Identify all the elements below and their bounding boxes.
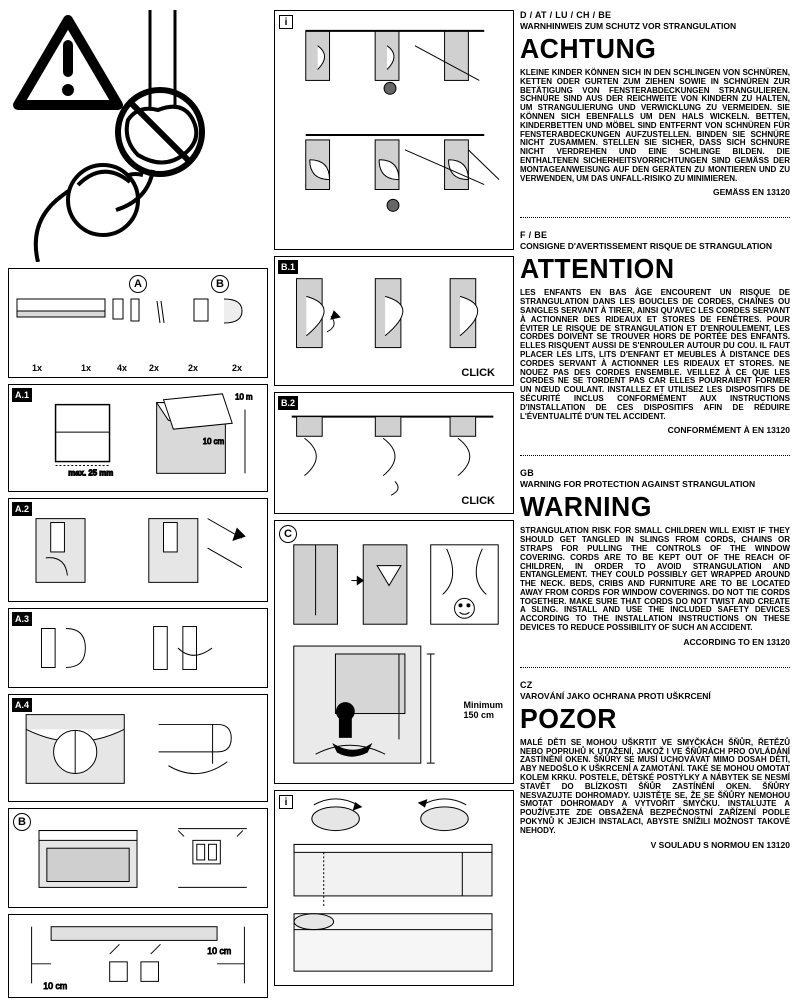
min-150-label: Minimum 150 cm	[464, 701, 504, 721]
divider-1	[520, 217, 790, 218]
gb-codes: GB	[520, 468, 790, 478]
warning-cz: CZ VAROVÁNÍ JAKO OCHRANA PROTI UŠKRCENÍ …	[520, 680, 790, 850]
step-b1-label: B.1	[278, 260, 298, 274]
fr-codes: F / BE	[520, 230, 790, 240]
fr-body: LES ENFANTS EN BAS ÂGE ENCOURENT UN RISQ…	[520, 289, 790, 421]
warning-gb: GB WARNING FOR PROTECTION AGAINST STRANG…	[520, 468, 790, 647]
click-label-2: CLICK	[461, 495, 495, 507]
cz-codes: CZ	[520, 680, 790, 690]
step-b1-box: B.1 CLICK	[274, 256, 514, 386]
de-heading: ACHTUNG	[520, 33, 777, 65]
step-b-box: B	[8, 808, 268, 908]
instruction-sheet: A B 1x 1x 4x 2x 2x 2x	[0, 0, 803, 1008]
gb-conform: ACCORDING TO EN 13120	[520, 637, 790, 647]
warning-fr: F / BE CONSIGNE D'AVERTISSEMENT RISQUE D…	[520, 230, 790, 435]
step-a4-label: A.4	[12, 698, 32, 712]
de-codes: D / AT / LU / CH / BE	[520, 10, 790, 20]
label-circle-a: A	[129, 275, 147, 293]
step-a1-label: A.1	[12, 388, 32, 402]
de-subtitle: WARNHINWEIS ZUM SCHUTZ VOR STRANGULATION	[520, 21, 790, 31]
svg-text:max. 25 mm: max. 25 mm	[68, 468, 113, 477]
label-circle-b2: B	[13, 813, 31, 831]
step-a1-box: A.1 max. 25 mm 10 m 10 cm	[8, 384, 268, 492]
gb-subtitle: WARNING FOR PROTECTION AGAINST STRANGULA…	[520, 479, 790, 489]
cz-subtitle: VAROVÁNÍ JAKO OCHRANA PROTI UŠKRCENÍ	[520, 691, 790, 701]
step-b2-label: B.2	[278, 396, 298, 410]
step-a2-box: A.2	[8, 498, 268, 602]
measurement-box: 10 cm 10 cm	[8, 914, 268, 998]
fr-heading: ATTENTION	[520, 253, 777, 285]
cz-heading: POZOR	[520, 703, 777, 735]
child-safety-warning-illustration	[8, 10, 268, 262]
column-2: i	[274, 10, 514, 998]
de-conform: GEMÄSS EN 13120	[520, 187, 790, 197]
step-a2-label: A.2	[12, 502, 32, 516]
qty-4: 2x	[137, 363, 171, 373]
cz-body: MALÉ DĚTI SE MOHOU UŠKRTIT VE SMYČKÁCH Š…	[520, 739, 790, 836]
fr-subtitle: CONSIGNE D'AVERTISSEMENT RISQUE DE STRAN…	[520, 241, 790, 251]
qty-2: 1x	[65, 363, 107, 373]
de-body: KLEINE KINDER KÖNNEN SICH IN DEN SCHLING…	[520, 69, 790, 183]
qty-3: 4x	[107, 363, 137, 373]
column-1: A B 1x 1x 4x 2x 2x 2x	[8, 10, 268, 998]
svg-text:10 m: 10 m	[235, 393, 253, 402]
column-3-text: D / AT / LU / CH / BE WARNHINWEIS ZUM SC…	[520, 10, 790, 998]
cz-conform: V SOULADU S NORMOU EN 13120	[520, 840, 790, 850]
step-c-box: C	[274, 520, 514, 784]
qty-6: 2x	[215, 363, 259, 373]
gb-heading: WARNING	[520, 491, 777, 523]
parts-overview-box: A B 1x 1x 4x 2x 2x 2x	[8, 268, 268, 378]
step-a4-box: A.4	[8, 694, 268, 802]
label-circle-b: B	[211, 275, 229, 293]
step-b2-box: B.2 CLICK	[274, 392, 514, 514]
click-label-1: CLICK	[461, 367, 495, 379]
divider-2	[520, 455, 790, 456]
label-circle-c: C	[279, 525, 297, 543]
qty-1: 1x	[9, 363, 65, 373]
svg-text:10 cm: 10 cm	[207, 946, 231, 956]
warning-de: D / AT / LU / CH / BE WARNHINWEIS ZUM SC…	[520, 10, 790, 197]
svg-text:10 cm: 10 cm	[203, 437, 225, 446]
info-ceiling-wall-box: i	[274, 10, 514, 250]
fr-conform: CONFORMÉMENT À EN 13120	[520, 425, 790, 435]
divider-3	[520, 667, 790, 668]
qty-5: 2x	[171, 363, 215, 373]
gb-body: STRANGULATION RISK FOR SMALL CHILDREN WI…	[520, 527, 790, 633]
info-icon-2: i	[279, 795, 293, 809]
info-icon: i	[279, 15, 293, 29]
info-roller-box: i	[274, 790, 514, 986]
step-a3-label: A.3	[12, 612, 32, 626]
svg-text:10 cm: 10 cm	[43, 981, 67, 991]
step-a3-box: A.3	[8, 608, 268, 688]
